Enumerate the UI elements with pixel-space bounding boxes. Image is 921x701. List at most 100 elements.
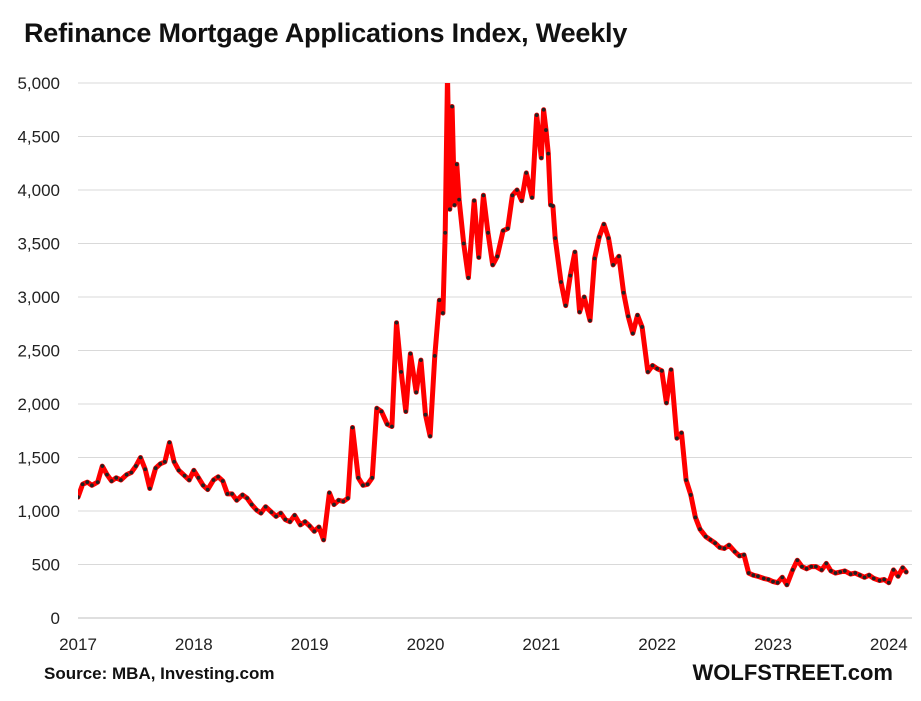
data-point	[573, 250, 577, 254]
data-point	[659, 368, 664, 373]
data-point	[118, 478, 123, 482]
data-point	[452, 203, 457, 207]
data-point	[804, 566, 809, 571]
data-point	[245, 496, 250, 501]
data-point	[408, 351, 413, 356]
data-point	[336, 498, 341, 503]
data-point	[717, 545, 722, 550]
data-point	[476, 255, 481, 260]
y-tick-label: 1,000	[17, 502, 60, 521]
data-point	[447, 207, 452, 212]
x-tick-label: 2021	[522, 635, 560, 654]
data-point	[361, 483, 365, 488]
data-point	[559, 280, 563, 284]
data-point	[240, 493, 245, 497]
data-point	[732, 549, 737, 554]
data-point	[501, 228, 506, 233]
data-point	[263, 504, 268, 509]
data-point	[577, 310, 582, 314]
data-point	[800, 564, 804, 569]
data-point	[617, 254, 621, 259]
y-tick-label: 5,000	[17, 74, 60, 93]
data-point	[259, 511, 263, 516]
data-point	[541, 107, 546, 112]
data-point	[524, 170, 529, 175]
data-point	[109, 479, 114, 483]
data-point	[775, 580, 780, 585]
data-point	[669, 367, 673, 372]
data-point	[519, 198, 524, 203]
data-point	[443, 230, 448, 235]
data-point	[756, 574, 760, 579]
data-point	[114, 475, 119, 480]
data-point	[167, 440, 172, 445]
data-point	[158, 462, 163, 466]
data-point	[153, 466, 158, 471]
x-tick-label: 2018	[175, 635, 213, 654]
data-point	[298, 523, 303, 527]
data-point	[370, 475, 375, 480]
data-point	[551, 204, 555, 208]
data-point	[693, 515, 698, 520]
data-point	[254, 508, 259, 512]
data-point	[138, 455, 143, 460]
x-tick-label: 2020	[407, 635, 445, 654]
data-point	[771, 579, 775, 584]
data-point	[129, 470, 134, 475]
data-point	[824, 561, 829, 566]
data-point	[390, 424, 394, 429]
data-point	[530, 195, 534, 200]
data-point	[345, 496, 350, 501]
data-point	[713, 541, 717, 545]
data-point	[432, 353, 437, 358]
x-tick-label: 2017	[59, 635, 97, 654]
data-point	[708, 537, 713, 542]
data-point	[896, 574, 900, 579]
data-point	[394, 320, 399, 325]
data-point	[162, 459, 167, 464]
y-axis-tick-labels: 0 500 1,000 1,500 2,000 2,500 3,000 3,500 4,000 4…	[17, 74, 60, 628]
data-point	[635, 313, 640, 318]
data-point	[630, 331, 635, 336]
data-point	[303, 519, 307, 524]
data-point	[703, 534, 708, 539]
data-point	[900, 565, 905, 570]
data-point	[780, 575, 785, 580]
data-point	[418, 358, 423, 363]
data-point	[134, 464, 138, 468]
data-point	[621, 290, 626, 295]
data-point	[842, 569, 847, 573]
data-point	[312, 529, 317, 534]
data-point	[664, 401, 669, 405]
data-point	[742, 552, 746, 557]
gridlines	[78, 82, 912, 565]
series-line	[78, 83, 909, 588]
data-point	[423, 412, 428, 417]
data-point	[196, 475, 201, 480]
data-point	[379, 409, 384, 414]
data-point	[225, 491, 230, 496]
data-point	[288, 519, 292, 524]
data-point	[317, 525, 321, 529]
data-point	[374, 406, 379, 411]
data-point	[761, 576, 766, 581]
data-point	[450, 104, 455, 109]
data-point	[321, 537, 326, 542]
data-point	[269, 510, 274, 514]
data-point	[249, 502, 254, 507]
data-point	[191, 468, 196, 473]
data-point	[490, 263, 495, 267]
data-point	[105, 472, 109, 477]
data-point	[588, 318, 592, 323]
data-point	[601, 222, 606, 227]
data-point	[640, 325, 645, 329]
data-point	[650, 363, 655, 368]
data-point	[124, 472, 129, 477]
data-point	[365, 482, 370, 487]
data-point	[495, 254, 500, 259]
x-tick-label: 2019	[291, 635, 329, 654]
data-point	[592, 256, 597, 261]
data-point	[399, 370, 404, 374]
data-point	[553, 236, 558, 241]
data-point	[597, 235, 602, 239]
